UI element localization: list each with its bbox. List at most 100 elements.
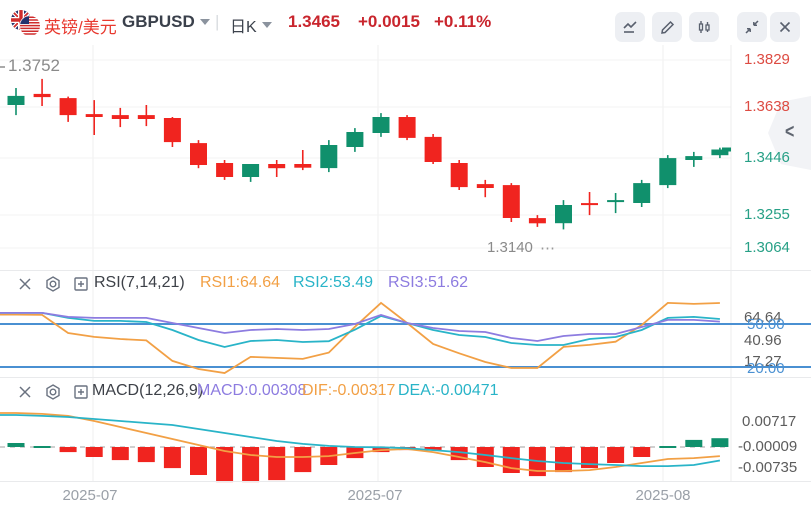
price-axis-label: 1.3446 (744, 149, 790, 166)
candle-body (450, 163, 468, 188)
candle-body (476, 184, 494, 188)
candle-body (163, 118, 181, 143)
macd-add-icon[interactable] (72, 383, 90, 401)
candle-body (85, 114, 103, 117)
candle-body (242, 164, 260, 177)
interval-selector[interactable]: 日K (230, 13, 272, 37)
macd-histogram-bar (555, 447, 572, 473)
macd-histogram-bar (85, 447, 103, 457)
pane-separator (0, 270, 811, 271)
candle-body (711, 149, 729, 156)
rsi-axis-label: 17.27 (744, 353, 782, 370)
candle-body (137, 115, 155, 119)
rsi-axis-label: 40.96 (744, 332, 782, 349)
macd-line-dif (0, 412, 720, 472)
low-price-annotation: 1.3140 (487, 239, 533, 256)
symbol-label: GBPUSD (122, 12, 195, 31)
rsi-line-rsi1 (0, 301, 720, 374)
rsi-line-rsi3 (0, 311, 720, 342)
macd-histogram-bar (163, 447, 181, 469)
indicator-button[interactable] (689, 12, 719, 42)
candle-body (659, 158, 677, 186)
dea-value: DEA:-0.00471 (398, 382, 499, 399)
symbol-selector[interactable]: GBPUSD (122, 12, 210, 32)
rsi-close-icon[interactable] (16, 275, 34, 293)
macd-histogram-bar (268, 447, 286, 481)
rsi-add-icon[interactable] (72, 275, 90, 293)
candle-body (33, 93, 51, 98)
macd-close-icon[interactable] (16, 383, 34, 401)
macd-axis-label: -0.00009 (738, 438, 798, 455)
macd-title: MACD(12,26,9) (92, 382, 204, 399)
candlestick-icon (698, 21, 710, 33)
price-change: +0.0015 (358, 12, 420, 31)
candle-body (320, 145, 338, 169)
pencil-icon (661, 20, 675, 34)
macd-histogram-bar (633, 447, 651, 457)
chart-style-button[interactable] (615, 12, 645, 42)
candle-body (398, 117, 416, 138)
candle-body (7, 95, 25, 105)
candle-body (633, 183, 651, 203)
date-axis-label: 2025-07 (347, 487, 403, 504)
rsi2-value: RSI2:53.49 (293, 274, 374, 291)
line-chart-icon (623, 21, 637, 33)
candle-body (190, 143, 207, 165)
rsi3-value: RSI3:51.62 (388, 274, 469, 291)
candle-body (59, 98, 77, 116)
candle-body (607, 200, 625, 203)
last-price: 1.3465 (288, 12, 340, 31)
macd-histogram-bar (59, 447, 77, 453)
chevron-down-icon (199, 19, 210, 25)
candle-body (216, 163, 234, 177)
macd-histogram-bar (7, 443, 25, 447)
candle-body (528, 218, 546, 224)
macd-histogram-bar (111, 447, 129, 461)
rsi-axis-label: 50.00 (747, 316, 785, 333)
price-axis-label: 1.3829 (744, 51, 790, 68)
rsi1-value: RSI1:64.64 (200, 274, 281, 291)
low-annotation-leader-dots: ⋯ (540, 240, 555, 257)
date-axis-label: 2025-08 (635, 487, 691, 504)
collapse-button[interactable] (737, 12, 767, 42)
candle-body (111, 115, 129, 119)
macd-axis-label: 0.00717 (742, 413, 797, 430)
macd-value: MACD:0.00308 (197, 382, 307, 399)
rsi-title: RSI(7,14,21) (94, 274, 185, 291)
macd-line-dea (0, 414, 721, 468)
macd-histogram-bar (242, 447, 260, 483)
close-button[interactable] (770, 12, 800, 42)
last-price-tick (722, 147, 731, 152)
candle-body (372, 117, 390, 133)
macd-histogram-bar (216, 447, 234, 483)
date-axis-label: 2025-07 (62, 487, 118, 504)
price-change-percent: +0.11% (434, 12, 492, 31)
macd-histogram-bar (659, 446, 677, 448)
price-axis-label: 1.3255 (744, 206, 790, 223)
macd-settings-icon[interactable] (44, 383, 62, 401)
macd-histogram-bar (424, 447, 442, 451)
chevron-down-icon (261, 22, 272, 28)
draw-button[interactable] (652, 12, 682, 42)
price-axis-label: 1.3064 (744, 239, 790, 256)
macd-histogram-bar (294, 447, 312, 473)
pane-separator (0, 377, 811, 378)
candle-body (555, 205, 572, 224)
collapse-arrows-icon (745, 20, 759, 34)
pair-name-chinese: 英镑/美元 (44, 18, 117, 37)
candle-body (581, 203, 598, 206)
rsi-axis-label: 20.00 (747, 360, 785, 377)
macd-histogram-bar (33, 446, 51, 448)
rsi-settings-icon[interactable] (44, 275, 62, 293)
macd-axis-label: -0.00735 (738, 459, 798, 476)
pane-separator (0, 481, 811, 482)
interval-label: 日K (230, 19, 257, 36)
macd-histogram-bar (581, 447, 598, 469)
macd-histogram-bar (685, 439, 703, 447)
candle-body (268, 164, 286, 169)
candle-body (685, 156, 703, 160)
candle-body (346, 132, 364, 147)
candle-body (502, 185, 520, 218)
close-icon (779, 21, 791, 33)
